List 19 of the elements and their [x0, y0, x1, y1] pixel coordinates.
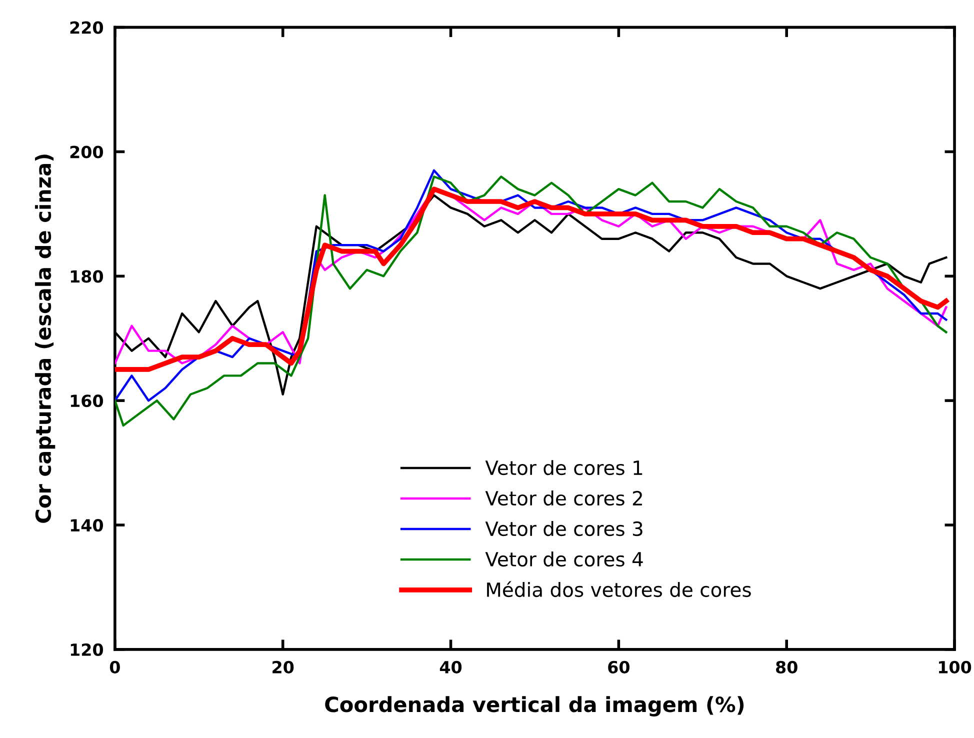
- legend-label: Vetor de cores 4: [485, 552, 643, 567]
- y-tick-label: 200: [70, 146, 104, 158]
- x-tick-label: 80: [776, 660, 798, 674]
- y-tick-label: 160: [70, 394, 104, 408]
- x-axis-title: Coordenada vertical da imagem (%): [325, 696, 744, 716]
- x-tick-label: 40: [440, 660, 462, 674]
- x-tick-label: 0: [110, 660, 120, 674]
- y-tick-label: 220: [70, 21, 104, 34]
- x-tick-label: 100: [939, 660, 972, 674]
- legend-label: Vetor de cores 2: [485, 490, 642, 506]
- y-tick-label: 180: [70, 270, 104, 283]
- y-tick-label: 120: [70, 643, 104, 656]
- legend-label: Média dos vetores de cores: [487, 581, 751, 598]
- y-axis-title: Cor capturada (escala de cinza): [34, 154, 56, 523]
- x-tick-label: 20: [272, 660, 294, 674]
- y-tick-label: 140: [70, 518, 104, 532]
- legend-label: Vetor de cores 3: [485, 521, 642, 536]
- x-tick-label: 60: [608, 660, 630, 674]
- legend-label: Vetor de cores 1: [485, 460, 642, 476]
